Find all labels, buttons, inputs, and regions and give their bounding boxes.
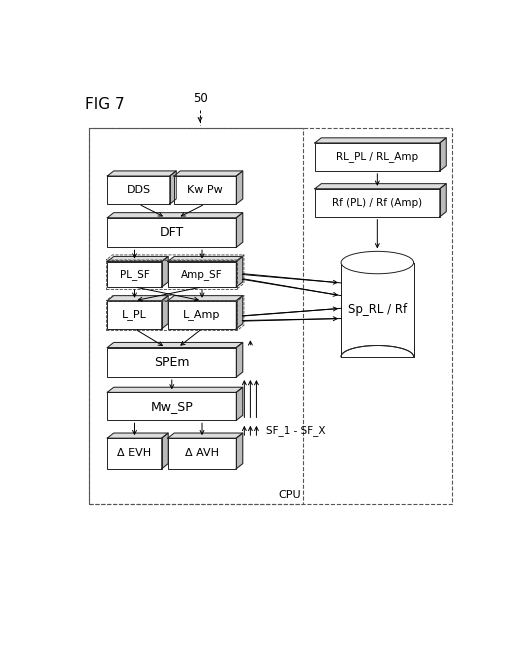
Bar [341, 262, 413, 357]
Text: SF_1 - SF_X: SF_1 - SF_X [267, 425, 326, 436]
Text: SPEm: SPEm [154, 356, 190, 369]
Polygon shape [168, 295, 243, 301]
Text: Mw_SP: Mw_SP [150, 400, 193, 413]
Polygon shape [107, 433, 168, 438]
Polygon shape [107, 342, 243, 348]
Bar [315, 189, 440, 217]
Bar [106, 301, 238, 330]
Bar [107, 393, 236, 420]
Polygon shape [440, 138, 446, 171]
Polygon shape [236, 433, 243, 469]
Polygon shape [174, 171, 243, 176]
Bar [89, 128, 303, 504]
Polygon shape [315, 138, 446, 143]
Polygon shape [236, 171, 243, 204]
Polygon shape [236, 213, 243, 247]
Polygon shape [236, 387, 243, 420]
Bar [89, 128, 452, 504]
Text: 50: 50 [192, 92, 207, 104]
Bar [106, 260, 238, 288]
Polygon shape [168, 256, 243, 262]
Bar [107, 348, 236, 377]
Polygon shape [107, 256, 168, 262]
Text: L_Amp: L_Amp [184, 309, 220, 320]
Polygon shape [170, 171, 176, 204]
Text: Kw Pw: Kw Pw [187, 185, 223, 195]
Polygon shape [315, 184, 446, 189]
Text: CPU: CPU [278, 490, 301, 500]
Bar [107, 262, 162, 287]
Polygon shape [162, 295, 168, 329]
Bar [107, 301, 162, 329]
Bar [315, 143, 440, 171]
Polygon shape [236, 342, 243, 377]
Polygon shape [107, 295, 168, 301]
Bar [107, 438, 162, 469]
Polygon shape [107, 387, 243, 393]
Text: Rf (PL) / Rf (Amp): Rf (PL) / Rf (Amp) [332, 198, 422, 208]
Text: Amp_SF: Amp_SF [181, 269, 223, 280]
Text: DDS: DDS [126, 185, 151, 195]
Text: Δ AVH: Δ AVH [185, 448, 219, 459]
Text: Δ EVH: Δ EVH [118, 448, 152, 459]
Polygon shape [168, 433, 243, 438]
Bar [168, 301, 236, 329]
Polygon shape [440, 184, 446, 217]
Bar [168, 262, 236, 287]
Text: RL_PL / RL_Amp: RL_PL / RL_Amp [336, 151, 419, 163]
Polygon shape [236, 256, 243, 287]
Polygon shape [162, 256, 168, 287]
Bar [107, 176, 170, 204]
Polygon shape [162, 433, 168, 469]
Text: Sp_RL / Rf: Sp_RL / Rf [348, 303, 407, 316]
Polygon shape [107, 213, 243, 217]
Text: PL_SF: PL_SF [120, 269, 149, 280]
Bar [107, 217, 236, 247]
Text: DFT: DFT [160, 226, 184, 239]
Text: L_PL: L_PL [122, 309, 147, 320]
Bar [174, 176, 236, 204]
Text: FIG 7: FIG 7 [85, 97, 125, 112]
Bar [168, 438, 236, 469]
Polygon shape [107, 171, 176, 176]
Polygon shape [236, 295, 243, 329]
Ellipse shape [341, 251, 413, 274]
